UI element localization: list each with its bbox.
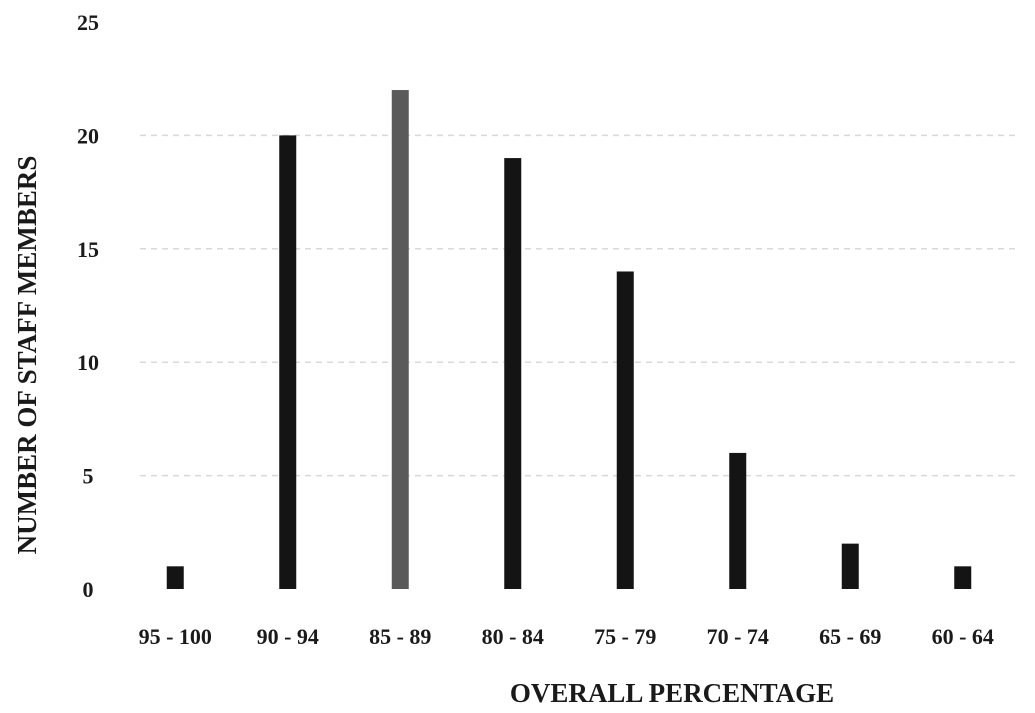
x-tick-label: 70 - 74 [707,624,769,649]
gridlines [140,134,1020,477]
y-axis-tick-labels: 0 5 10 15 20 25 [77,10,99,602]
x-tick-label: 95 - 100 [139,624,212,649]
x-tick-label: 75 - 79 [594,624,656,649]
x-tick-label: 60 - 64 [932,624,994,649]
bar [616,271,634,589]
x-tick-label: 65 - 69 [819,624,881,649]
y-tick-label: 10 [77,350,99,375]
bar [954,566,972,589]
y-axis-title: NUMBER OF STAFF MEMBERS [12,156,42,555]
bar [504,158,522,589]
x-tick-label: 80 - 84 [482,624,544,649]
y-tick-label: 20 [77,123,99,148]
bar [729,452,747,589]
x-axis-title: OVERALL PERCENTAGE [510,678,834,708]
x-tick-label: 85 - 89 [369,624,431,649]
bar [391,90,409,589]
y-tick-label: 25 [77,10,99,35]
bar [166,566,184,589]
x-axis-tick-labels: 95 - 100 90 - 94 85 - 89 80 - 84 75 - 79 70 -… [139,624,994,649]
bar [279,135,297,589]
x-tick-label: 90 - 94 [257,624,319,649]
bar [841,543,859,589]
y-tick-label: 5 [83,464,94,489]
y-tick-label: 0 [83,577,94,602]
bars [166,90,972,589]
y-tick-label: 15 [77,237,99,262]
